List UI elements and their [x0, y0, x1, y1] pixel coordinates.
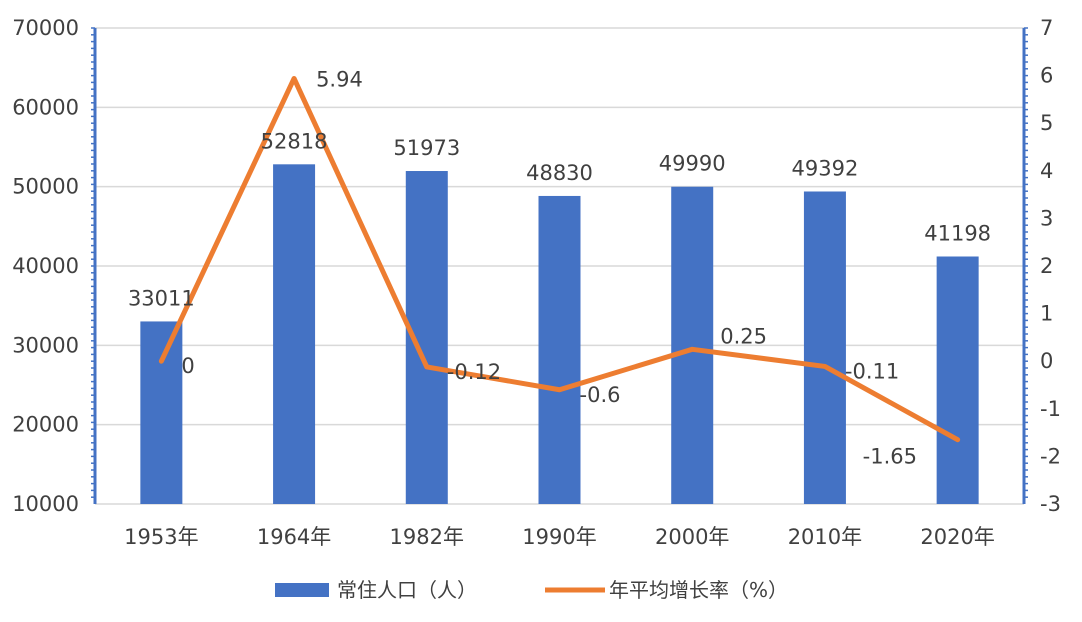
- y-left-tick-label: 30000: [12, 333, 79, 357]
- legend-line-label: 年平均增长率（%）: [609, 578, 788, 602]
- y-left-tick-label: 50000: [12, 175, 79, 199]
- y-right-tick-label: 2: [1040, 254, 1053, 278]
- line-value-label: 0.25: [720, 324, 767, 348]
- line-point: [956, 438, 960, 442]
- y-right-tick-label: 1: [1040, 302, 1053, 326]
- y-right-tick-label: -1: [1040, 397, 1061, 421]
- y-right-tick-label: -3: [1040, 492, 1061, 516]
- y-left-tick-label: 40000: [12, 254, 79, 278]
- bar: [273, 164, 316, 504]
- line-series: [158, 75, 961, 443]
- y-right-tick-label: 7: [1040, 16, 1053, 40]
- bar-value-label: 41198: [924, 221, 991, 245]
- line-point: [159, 359, 163, 363]
- x-tick-label: 1990年: [522, 525, 596, 549]
- bar-value-label: 52818: [261, 129, 328, 153]
- bar: [671, 186, 714, 504]
- line-value-label: 5.94: [316, 67, 363, 91]
- bar: [538, 195, 581, 504]
- bar-value-label: 33011: [128, 286, 195, 310]
- line-value-label: -0.6: [580, 383, 621, 407]
- y-right-tick-label: 5: [1040, 111, 1053, 135]
- x-tick-label: 2020年: [920, 525, 994, 549]
- bar: [140, 321, 183, 504]
- line-point: [558, 388, 561, 392]
- y-left-tick-label: 20000: [12, 413, 79, 437]
- y-right-tick-label: 6: [1040, 64, 1053, 88]
- data-labels: 33011 52818 51973 48830 49990 49392 41198 0 5.94…: [128, 67, 991, 468]
- y-right-tick-label: 3: [1040, 206, 1053, 230]
- line-value-label: -0.11: [845, 359, 899, 383]
- line-point: [690, 347, 694, 351]
- x-tick-label: 1964年: [257, 525, 331, 549]
- bar-value-label: 49392: [792, 156, 859, 180]
- y-left-tick-label: 70000: [12, 16, 79, 40]
- legend-bar-swatch: [275, 583, 329, 597]
- bar-value-label: 51973: [393, 136, 460, 160]
- x-tick-label: 1982年: [390, 525, 464, 549]
- bar: [803, 191, 846, 505]
- line-point: [292, 76, 296, 80]
- line-value-label: 0: [181, 354, 194, 378]
- y-right-tick-label: 4: [1040, 159, 1053, 183]
- line-point: [425, 365, 429, 369]
- bar: [936, 256, 979, 504]
- y-right-tick-label: 0: [1040, 349, 1053, 373]
- bar-value-label: 49990: [659, 152, 726, 176]
- x-tick-label: 1953年: [124, 525, 198, 549]
- legend: 常住人口（人） 年平均增长率（%）: [275, 578, 788, 602]
- line-value-label: -1.65: [863, 445, 917, 469]
- line-value-label: -0.12: [447, 360, 501, 384]
- x-tick-label: 2010年: [788, 525, 862, 549]
- x-tick-label: 2000年: [655, 525, 729, 549]
- axes: 10000 20000 30000 40000 50000 60000 70000 -3 -2 -…: [12, 16, 1061, 549]
- line-point: [823, 364, 827, 368]
- legend-bar-label: 常住人口（人）: [337, 578, 477, 602]
- bar-series: [140, 164, 979, 505]
- y-right-tick-label: -2: [1040, 444, 1061, 468]
- y-left-tick-label: 60000: [12, 95, 79, 119]
- y-left-tick-label: 10000: [12, 492, 79, 516]
- bar-value-label: 48830: [526, 161, 593, 185]
